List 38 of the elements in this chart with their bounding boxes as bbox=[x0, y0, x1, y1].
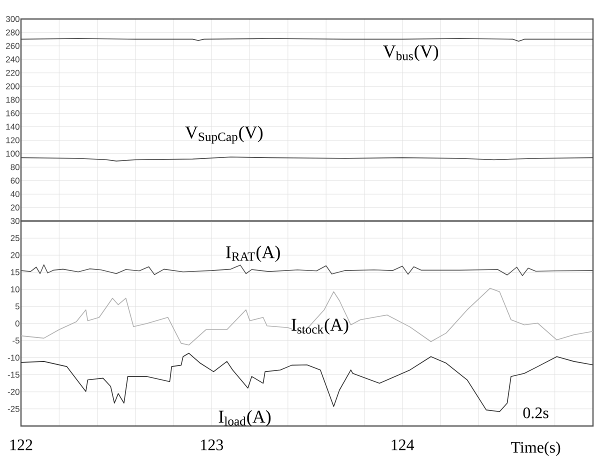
x-tick-label: 123 bbox=[201, 439, 224, 450]
series-label: I$_{load}$(A) bbox=[218, 410, 271, 426]
y-tick-label: -5 bbox=[12, 337, 20, 344]
y-tick-label: 220 bbox=[6, 70, 20, 76]
x-axis-title: Time(s) bbox=[511, 441, 560, 456]
y-tick-label: 180 bbox=[6, 96, 20, 103]
y-tick-label: 300 bbox=[6, 16, 20, 22]
y-tick-label: 15 bbox=[10, 269, 20, 276]
y-tick-label: 80 bbox=[10, 164, 20, 170]
y-tick-label: 20 bbox=[10, 252, 20, 258]
y-tick-label: 200 bbox=[6, 83, 20, 90]
y-tick-label: -25 bbox=[8, 406, 20, 412]
y-tick-label: 20 bbox=[10, 204, 20, 210]
y-tick-label: 30 bbox=[10, 218, 20, 224]
x-tick-label: 122 bbox=[10, 439, 32, 450]
y-tick-label: -10 bbox=[8, 354, 20, 360]
series-label: V$_{bus}$(V) bbox=[383, 44, 438, 61]
y-tick-label: -20 bbox=[8, 388, 20, 395]
series-label: I$_{RAT}$(A) bbox=[226, 245, 280, 262]
y-tick-label: 25 bbox=[10, 234, 20, 241]
y-tick-label: 260 bbox=[6, 42, 20, 49]
x-tick-label: 124 bbox=[392, 439, 414, 450]
y-tick-label: -15 bbox=[8, 372, 20, 378]
y-tick-label: 0 bbox=[15, 320, 20, 326]
y-tick-label: 10 bbox=[10, 286, 20, 292]
y-tick-label: 140 bbox=[6, 124, 20, 130]
y-tick-label: 40 bbox=[10, 190, 20, 197]
y-tick-label: 160 bbox=[6, 110, 20, 116]
y-tick-label: 240 bbox=[6, 56, 20, 62]
series-label: I$_{stock}$(A) bbox=[292, 318, 348, 334]
line-series bbox=[20, 288, 594, 346]
series-label: V$_{SupCap}$(V) bbox=[185, 126, 263, 144]
annotation: 0.2s bbox=[523, 407, 548, 418]
y-tick-label: 120 bbox=[6, 137, 20, 144]
y-tick-label: 100 bbox=[6, 150, 20, 156]
y-tick-label: 5 bbox=[15, 303, 20, 310]
y-tick-label: 280 bbox=[6, 29, 20, 36]
y-tick-label: 60 bbox=[10, 177, 20, 184]
